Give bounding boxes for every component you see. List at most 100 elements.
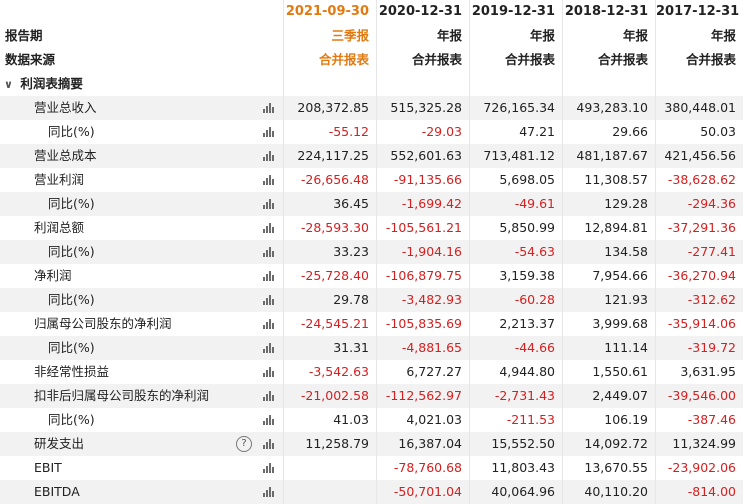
row-label-cell: 营业总成本 xyxy=(0,144,283,168)
bar-chart-icon[interactable] xyxy=(263,439,275,449)
row-label-cell: 营业利润 xyxy=(0,168,283,192)
table-cell: -55.12 xyxy=(283,120,376,144)
bar-chart-icon[interactable] xyxy=(263,175,275,185)
bar-chart-icon[interactable] xyxy=(263,463,275,473)
table-row: 利润总额 -28,593.30 -105,561.21 5,850.99 12,894.… xyxy=(0,216,749,240)
report-source: 合并报表 xyxy=(469,48,562,72)
column-date[interactable]: 2018-12-31 xyxy=(562,0,655,24)
table-cell: -3,542.63 xyxy=(283,360,376,384)
table-cell: 121.93 xyxy=(562,288,655,312)
bar-chart-icon[interactable] xyxy=(263,103,275,113)
row-label-cell: 非经常性损益 xyxy=(0,360,283,384)
bar-chart-icon[interactable] xyxy=(263,223,275,233)
bar-chart-icon[interactable] xyxy=(263,271,275,281)
bar-chart-icon[interactable] xyxy=(263,127,275,137)
section-title-cell[interactable]: ∨ 利润表摘要 xyxy=(0,72,283,96)
table-cell: 12,894.81 xyxy=(562,216,655,240)
table-row: 净利润 -25,728.40 -106,879.75 3,159.38 7,954.66… xyxy=(0,264,749,288)
row-label: 同比(%) xyxy=(48,244,95,259)
table-row: 研发支出? 11,258.79 16,387.04 15,552.50 14,092.7… xyxy=(0,432,749,456)
bar-chart-icon[interactable] xyxy=(263,391,275,401)
table-cell: -29.03 xyxy=(376,120,469,144)
row-label-cell: 净利润 xyxy=(0,264,283,288)
table-cell: -60.28 xyxy=(469,288,562,312)
table-cell: -3,482.93 xyxy=(376,288,469,312)
column-date[interactable]: 2020-12-31 xyxy=(376,0,469,24)
table-cell: -814.00 xyxy=(655,480,743,504)
header-period-row: 报告期 三季报 年报 年报 年报 年报 xyxy=(0,24,749,48)
header-corner xyxy=(0,0,283,24)
row-label: 扣非后归属母公司股东的净利润 xyxy=(34,388,210,403)
table-cell: 4,944.80 xyxy=(469,360,562,384)
table-row: 扣非后归属母公司股东的净利润 -21,002.58 -112,562.97 -2,73… xyxy=(0,384,749,408)
row-label: 归属母公司股东的净利润 xyxy=(34,316,172,331)
row-label-cell: 同比(%) xyxy=(0,288,283,312)
bar-chart-icon[interactable] xyxy=(263,247,275,257)
period-label: 报告期 xyxy=(5,28,43,43)
table-cell: 3,159.38 xyxy=(469,264,562,288)
table-row: 同比(%) 36.45 -1,699.42 -49.61 129.28 -294.36 xyxy=(0,192,749,216)
table-row: EBITDA -50,701.04 40,064.96 40,110.20 -814.0… xyxy=(0,480,749,504)
table-cell: -1,699.42 xyxy=(376,192,469,216)
row-label: 同比(%) xyxy=(48,340,95,355)
table-cell: 7,954.66 xyxy=(562,264,655,288)
table-cell: -50,701.04 xyxy=(376,480,469,504)
table-cell: 481,187.67 xyxy=(562,144,655,168)
bar-chart-icon[interactable] xyxy=(263,343,275,353)
table-cell: 29.66 xyxy=(562,120,655,144)
bar-chart-icon[interactable] xyxy=(263,151,275,161)
table-cell: 106.19 xyxy=(562,408,655,432)
table-cell: 380,448.01 xyxy=(655,96,743,120)
table-row: 同比(%) 31.31 -4,881.65 -44.66 111.14 -319.72 xyxy=(0,336,749,360)
bar-chart-icon[interactable] xyxy=(263,199,275,209)
table-cell: -49.61 xyxy=(469,192,562,216)
table-cell: -25,728.40 xyxy=(283,264,376,288)
table-cell: -312.62 xyxy=(655,288,743,312)
bar-chart-icon[interactable] xyxy=(263,415,275,425)
table-cell: -39,546.00 xyxy=(655,384,743,408)
table-cell: 515,325.28 xyxy=(376,96,469,120)
section-header[interactable]: ∨ 利润表摘要 xyxy=(0,72,749,96)
row-label: 净利润 xyxy=(34,268,72,283)
table-row: 同比(%) 33.23 -1,904.16 -54.63 134.58 -277.41 xyxy=(0,240,749,264)
table-cell: -38,628.62 xyxy=(655,168,743,192)
report-source: 合并报表 xyxy=(283,48,376,72)
bar-chart-icon[interactable] xyxy=(263,487,275,497)
column-date[interactable]: 2021-09-30 xyxy=(283,0,376,24)
table-cell: -105,561.21 xyxy=(376,216,469,240)
empty-cell xyxy=(376,72,469,96)
empty-cell xyxy=(562,72,655,96)
table-row: 营业利润 -26,656.48 -91,135.66 5,698.05 11,308.5… xyxy=(0,168,749,192)
table-cell: 713,481.12 xyxy=(469,144,562,168)
row-label: EBIT xyxy=(34,460,62,475)
row-label-cell: 研发支出? xyxy=(0,432,283,456)
table-cell: 11,324.99 xyxy=(655,432,743,456)
row-label-cell: EBIT xyxy=(0,456,283,480)
section-title: 利润表摘要 xyxy=(20,76,83,91)
bar-chart-icon[interactable] xyxy=(263,367,275,377)
table-cell: -319.72 xyxy=(655,336,743,360)
table-cell: 134.58 xyxy=(562,240,655,264)
report-type: 年报 xyxy=(655,24,743,48)
table-cell: 5,698.05 xyxy=(469,168,562,192)
row-label: 同比(%) xyxy=(48,292,95,307)
empty-cell xyxy=(655,72,743,96)
table-cell: 421,456.56 xyxy=(655,144,743,168)
table-cell: 11,803.43 xyxy=(469,456,562,480)
help-icon[interactable]: ? xyxy=(236,436,252,452)
bar-chart-icon[interactable] xyxy=(263,295,275,305)
table-cell: -35,914.06 xyxy=(655,312,743,336)
empty-cell xyxy=(469,72,562,96)
row-label: 营业总收入 xyxy=(34,100,97,115)
header-source-row: 数据来源 合并报表 合并报表 合并报表 合并报表 合并报表 xyxy=(0,48,749,72)
table-cell: 40,110.20 xyxy=(562,480,655,504)
bar-chart-icon[interactable] xyxy=(263,319,275,329)
table-row: 归属母公司股东的净利润 -24,545.21 -105,835.69 2,213.37… xyxy=(0,312,749,336)
column-date[interactable]: 2017-12-31 xyxy=(655,0,743,24)
column-date[interactable]: 2019-12-31 xyxy=(469,0,562,24)
table-cell: -277.41 xyxy=(655,240,743,264)
row-label: 营业总成本 xyxy=(34,148,97,163)
table-cell: 31.31 xyxy=(283,336,376,360)
chevron-down-icon[interactable]: ∨ xyxy=(4,78,13,91)
table-cell xyxy=(283,456,376,480)
